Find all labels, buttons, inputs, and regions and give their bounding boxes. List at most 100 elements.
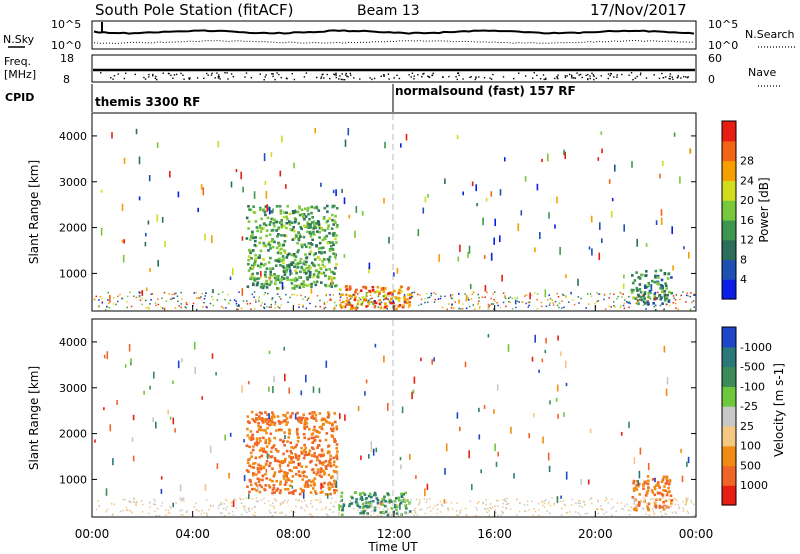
data-cell (199, 297, 201, 299)
data-cell (318, 474, 322, 477)
data-cell (123, 157, 126, 164)
nave-point (227, 78, 229, 80)
data-cell (256, 500, 259, 503)
data-cell (434, 505, 436, 507)
data-cell (282, 277, 286, 280)
data-cell (274, 448, 278, 451)
x-tick-label: 04:00 (175, 527, 210, 541)
data-cell (319, 461, 322, 465)
nave-point (188, 78, 191, 80)
data-cell (314, 226, 318, 230)
data-cell (311, 446, 314, 449)
data-cell (228, 512, 230, 515)
nave-point (286, 78, 288, 80)
data-cell (360, 510, 362, 512)
data-cell (185, 307, 187, 309)
data-cell (675, 512, 677, 514)
data-cell (314, 127, 316, 134)
y-tick-label: 4000 (59, 130, 87, 143)
data-cell (251, 498, 254, 500)
data-cell (307, 206, 310, 210)
data-cell (320, 281, 323, 284)
data-cell (260, 217, 263, 221)
colorbar-swatch (722, 445, 736, 467)
data-cell (662, 500, 665, 504)
data-cell (395, 505, 399, 508)
data-cell (280, 421, 284, 424)
data-cell (424, 301, 426, 304)
data-cell (249, 208, 253, 212)
data-cell (219, 512, 222, 514)
nave-point (334, 74, 336, 76)
data-cell (327, 224, 330, 227)
data-cell (367, 303, 370, 306)
data-cell (587, 479, 590, 485)
data-cell (273, 471, 277, 474)
data-cell (258, 449, 262, 452)
data-cell (686, 500, 688, 502)
data-cell (100, 189, 103, 193)
data-cell (246, 303, 249, 305)
data-cell (292, 278, 295, 282)
data-cell (646, 502, 648, 505)
data-cell (255, 484, 259, 488)
data-cell (135, 500, 138, 503)
data-cell (285, 479, 288, 482)
data-cell (475, 507, 478, 509)
data-cell (206, 512, 208, 514)
data-cell (590, 295, 593, 298)
data-cell (179, 484, 182, 492)
data-cell (332, 505, 334, 507)
data-cell (525, 510, 527, 513)
nave-point (427, 75, 429, 77)
nave-point (340, 78, 342, 81)
data-cell (298, 275, 301, 279)
nave-point (457, 72, 460, 74)
data-cell (394, 503, 397, 507)
data-cell (331, 213, 334, 217)
nave-point (173, 74, 176, 76)
data-cell (661, 302, 664, 305)
data-cell (643, 299, 646, 302)
data-cell (332, 308, 335, 311)
colorbar-swatch (722, 200, 736, 221)
data-cell (259, 425, 262, 429)
data-cell (395, 497, 398, 500)
data-cell (646, 489, 650, 492)
data-cell (494, 505, 497, 508)
data-cell (397, 515, 400, 517)
data-cell (509, 508, 512, 510)
data-cell (318, 241, 322, 245)
data-cell (382, 295, 385, 297)
nave-point (543, 78, 545, 81)
data-cell (325, 467, 328, 470)
data-cell (343, 305, 347, 309)
data-cell (161, 297, 163, 299)
data-cell (238, 304, 240, 306)
data-cell (130, 512, 133, 514)
nave-point (347, 76, 349, 78)
data-cell (614, 306, 616, 308)
data-cell (686, 461, 688, 467)
data-cell (353, 298, 357, 302)
data-cell (514, 299, 517, 305)
data-cell (300, 452, 304, 455)
data-cell (323, 471, 326, 475)
data-cell (285, 474, 288, 478)
data-cell (663, 485, 666, 488)
data-cell (638, 502, 641, 505)
data-cell (307, 242, 311, 245)
data-cell (217, 507, 220, 509)
data-cell (383, 197, 385, 204)
data-cell (284, 234, 288, 238)
data-cell (253, 243, 257, 247)
nave-point (333, 73, 335, 75)
data-cell (270, 512, 272, 514)
data-cell (276, 487, 280, 491)
data-cell (370, 441, 373, 449)
data-cell (570, 291, 572, 294)
data-cell (292, 254, 296, 258)
data-cell (268, 413, 270, 419)
data-cell (363, 509, 366, 513)
data-cell (255, 226, 259, 229)
